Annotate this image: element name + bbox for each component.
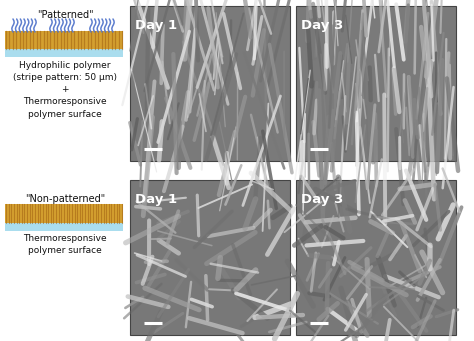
Text: "Non-patterned": "Non-patterned" bbox=[25, 194, 105, 204]
Text: "Patterned": "Patterned" bbox=[36, 10, 93, 20]
Text: Day 1: Day 1 bbox=[135, 193, 177, 206]
Bar bbox=[5, 48, 123, 57]
Bar bbox=[296, 180, 456, 335]
Text: Thermoresponsive
polymer surface: Thermoresponsive polymer surface bbox=[23, 234, 107, 255]
Bar bbox=[5, 222, 123, 231]
Bar bbox=[296, 6, 456, 161]
Text: Day 1: Day 1 bbox=[135, 19, 177, 32]
Text: Day 3: Day 3 bbox=[301, 193, 343, 206]
Bar bbox=[130, 180, 290, 335]
Text: Day 3: Day 3 bbox=[301, 19, 343, 32]
Text: Hydrophilic polymer
(stripe pattern: 50 μm)
+
Thermoresponsive
polymer surface: Hydrophilic polymer (stripe pattern: 50 … bbox=[13, 61, 117, 119]
Bar bbox=[5, 204, 123, 223]
Bar bbox=[5, 31, 123, 49]
Bar bbox=[130, 6, 290, 161]
